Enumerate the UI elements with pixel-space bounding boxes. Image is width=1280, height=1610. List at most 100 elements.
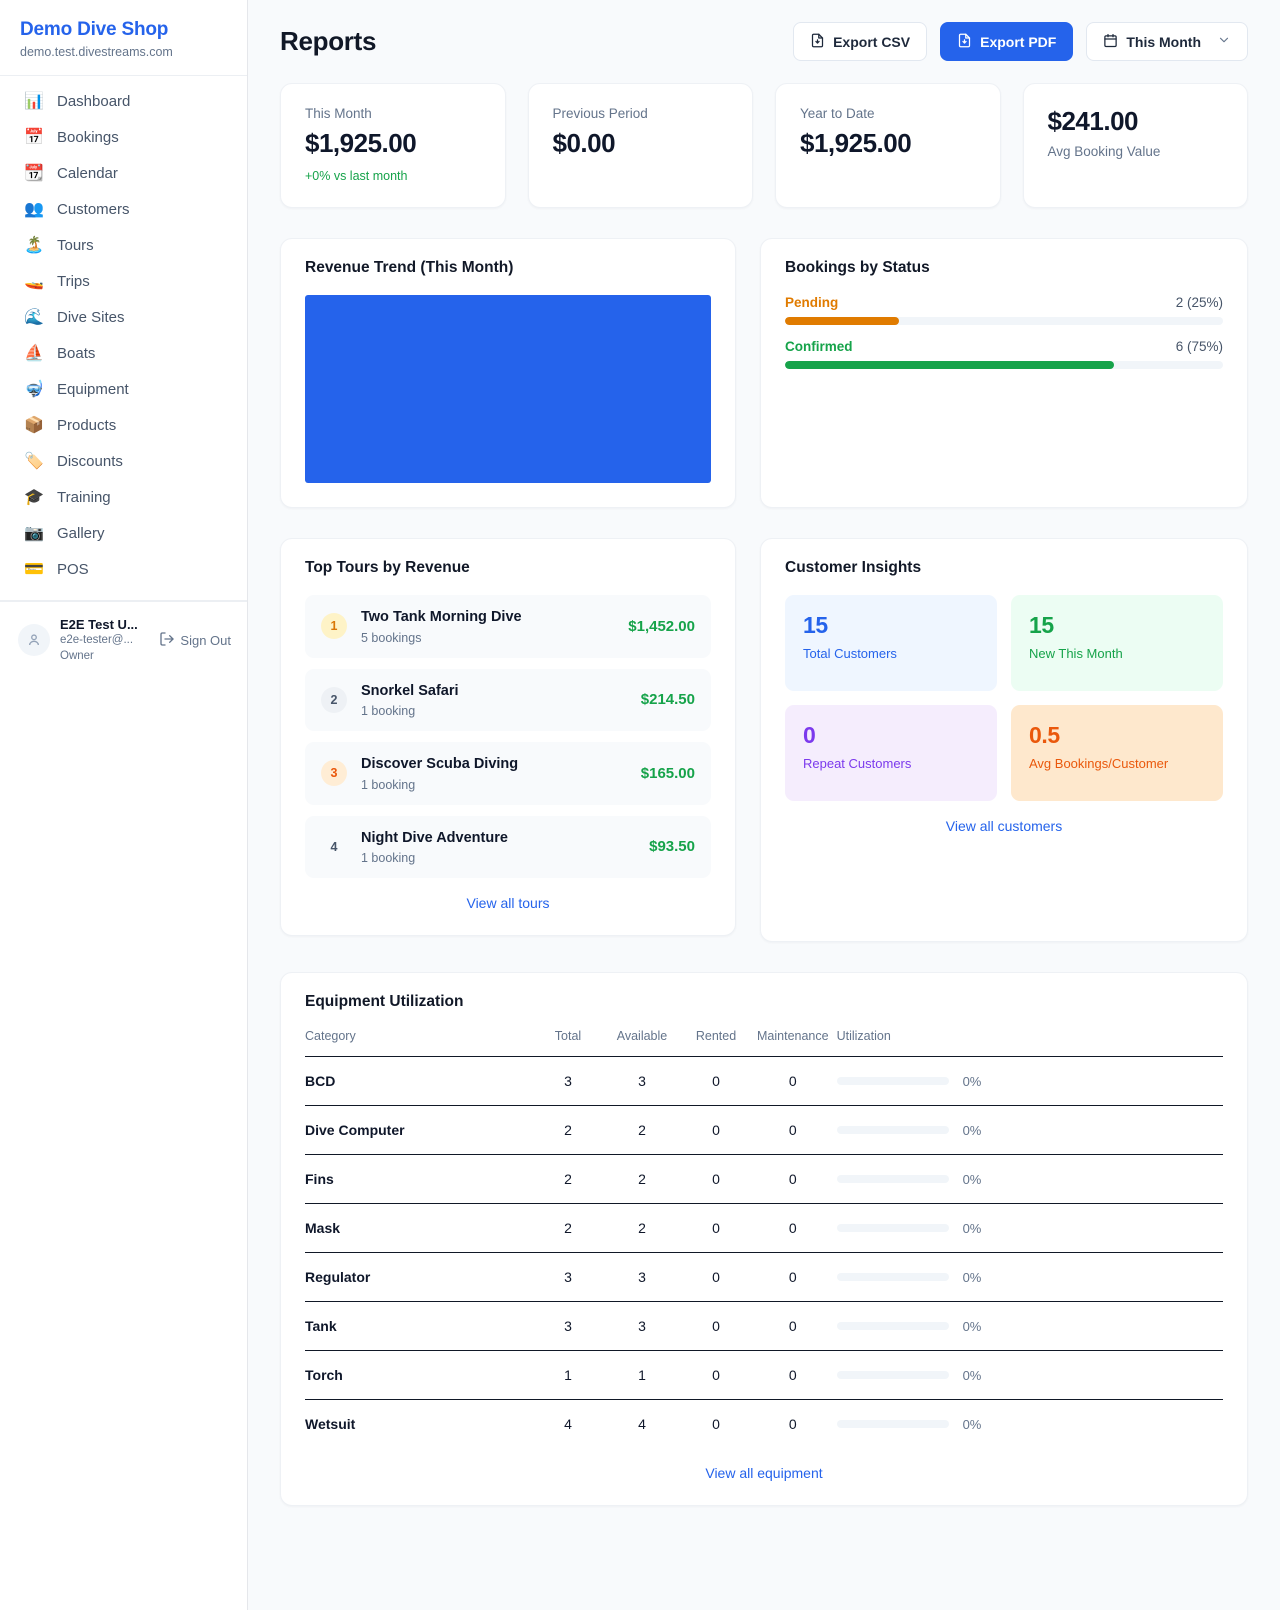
tour-amount: $214.50 <box>640 691 695 709</box>
sidebar-item-products[interactable]: 📦 Products <box>0 408 247 444</box>
table-row: Mask 2 2 0 0 0% <box>305 1203 1223 1253</box>
tour-row[interactable]: 1 Two Tank Morning Dive 5 bookings $1,452.0… <box>305 595 711 658</box>
utilization-track <box>836 1224 949 1232</box>
column-header: Utilization <box>836 1029 891 1043</box>
cell-utilization: 0% <box>836 1399 1223 1448</box>
sidebar-item-dive-sites[interactable]: 🌊 Dive Sites <box>0 300 247 336</box>
cell-category: Tank <box>305 1301 535 1351</box>
kpi-label: Avg Booking Value <box>1047 144 1161 159</box>
cell-category: Torch <box>305 1350 535 1400</box>
brand[interactable]: Demo Dive Shop demo.test.divestreams.com <box>0 0 247 76</box>
status-list: Pending 2 (25%) Confirmed 6 (75%) <box>785 295 1223 369</box>
table-row: Fins 2 2 0 0 0% <box>305 1154 1223 1204</box>
view-all-equipment-link[interactable]: View all equipment <box>705 1465 823 1481</box>
sidebar-item-label: Equipment <box>57 381 129 399</box>
table-row: Wetsuit 4 4 0 0 0% <box>305 1399 1223 1448</box>
sidebar-item-customers[interactable]: 👥 Customers <box>0 192 247 228</box>
status-row: Pending 2 (25%) <box>785 295 1223 325</box>
insight-value: 0 <box>803 722 816 748</box>
sidebar-item-label: Products <box>57 417 117 435</box>
equipment-utilization-card: Equipment Utilization Category Total Avail… <box>280 972 1248 1506</box>
sidebar-item-pos[interactable]: 💳 POS <box>0 552 247 588</box>
sidebar-item-calendar[interactable]: 📆 Calendar <box>0 156 247 192</box>
cell-available: 2 <box>609 1203 683 1253</box>
cell-total: 2 <box>535 1154 609 1204</box>
sidebar-item-discounts[interactable]: 🏷️ Discounts <box>0 444 247 480</box>
tour-row[interactable]: 4 Night Dive Adventure 1 booking $93.50 <box>305 815 711 879</box>
column-header: Rented <box>695 1029 737 1043</box>
cell-category: Regulator <box>305 1252 535 1302</box>
sidebar-item-gallery[interactable]: 📷 Gallery <box>0 516 247 552</box>
export-csv-button[interactable]: Export CSV <box>793 22 928 61</box>
insight-label: Avg Bookings/Customer <box>1029 756 1169 771</box>
cell-maintenance: 0 <box>757 1056 837 1106</box>
utilization-percent: 0% <box>962 1318 982 1334</box>
sign-out-icon <box>159 631 175 650</box>
cell-available: 1 <box>609 1350 683 1400</box>
utilization-track <box>836 1175 949 1183</box>
sidebar-nav: 📊 Dashboard 📅 Bookings 📆 Calendar 👥 Customers 🏝️… <box>0 76 247 594</box>
tour-bookings: 1 booking <box>361 704 416 719</box>
view-all-tours-link[interactable]: View all tours <box>466 895 550 912</box>
column-header: Category <box>305 1029 356 1043</box>
cell-available: 3 <box>609 1301 683 1351</box>
tour-row[interactable]: 2 Snorkel Safari 1 booking $214.50 <box>305 668 711 732</box>
user-meta: E2E Test U... e2e-tester@... Owner <box>60 616 149 665</box>
user-name: E2E Test U... <box>60 616 138 632</box>
tour-rank-badge: 3 <box>321 760 347 787</box>
cell-maintenance: 0 <box>757 1350 837 1400</box>
sidebar: Demo Dive Shop demo.test.divestreams.com… <box>0 0 248 1610</box>
sidebar-item-label: POS <box>57 561 89 579</box>
kpi-card: $241.00 Avg Booking Value <box>1022 83 1248 208</box>
view-all-customers-link[interactable]: View all customers <box>945 818 1063 834</box>
sidebar-item-label: Discounts <box>57 453 123 471</box>
sidebar-item-trips[interactable]: 🚤 Trips <box>0 264 247 300</box>
cell-category: Dive Computer <box>305 1105 535 1155</box>
cell-category: BCD <box>305 1056 535 1106</box>
sidebar-item-dashboard[interactable]: 📊 Dashboard <box>0 84 247 120</box>
sidebar-item-equipment[interactable]: 🤿 Equipment <box>0 372 247 408</box>
status-count: 6 (75%) <box>1175 339 1223 354</box>
kpi-value: $0.00 <box>552 128 616 158</box>
utilization-percent: 0% <box>962 1220 982 1236</box>
tour-name: Snorkel Safari <box>361 682 459 699</box>
cell-total: 1 <box>535 1350 609 1400</box>
cell-utilization: 0% <box>836 1105 1223 1155</box>
date-range-select[interactable]: This Month <box>1086 22 1248 61</box>
insight-label: Total Customers <box>803 646 897 661</box>
cell-rented: 0 <box>683 1203 757 1253</box>
insight-label: Repeat Customers <box>803 756 912 771</box>
revenue-trend-title: Revenue Trend (This Month) <box>305 259 514 276</box>
status-progress-track <box>785 361 1223 369</box>
kpi-card: Year to Date $1,925.00 <box>775 83 1001 208</box>
kpi-value: $241.00 <box>1047 106 1139 136</box>
tour-row[interactable]: 3 Discover Scuba Diving 1 booking $165.00 <box>305 742 711 805</box>
column-header: Total <box>554 1029 582 1043</box>
kpi-value: $1,925.00 <box>305 128 417 158</box>
sign-out-button[interactable]: Sign Out <box>159 631 233 650</box>
utilization-percent: 0% <box>962 1171 982 1187</box>
export-pdf-button[interactable]: Export PDF <box>940 22 1074 61</box>
table-row: Regulator 3 3 0 0 0% <box>305 1252 1223 1302</box>
table-header-row: Category Total Available Rented Maintenance U… <box>305 1029 1223 1057</box>
sidebar-item-tours[interactable]: 🏝️ Tours <box>0 228 247 264</box>
sidebar-item-training[interactable]: 🎓 Training <box>0 480 247 516</box>
cell-rented: 0 <box>683 1154 757 1204</box>
cell-maintenance: 0 <box>757 1203 837 1253</box>
sidebar-item-boats[interactable]: ⛵ Boats <box>0 336 247 372</box>
cell-total: 3 <box>535 1252 609 1302</box>
avatar <box>18 624 50 657</box>
cell-total: 2 <box>535 1105 609 1155</box>
utilization-track <box>836 1126 949 1134</box>
sidebar-item-bookings[interactable]: 📅 Bookings <box>0 120 247 156</box>
status-count: 2 (25%) <box>1175 295 1223 310</box>
island-icon: 🏝️ <box>24 236 44 254</box>
column-header: Available <box>616 1029 668 1043</box>
calendar-icon <box>1103 33 1118 51</box>
cell-maintenance: 0 <box>757 1301 837 1351</box>
camera-icon: 📷 <box>24 524 44 542</box>
tag-icon: 🏷️ <box>24 452 44 470</box>
column-header: Maintenance <box>757 1029 829 1043</box>
chevron-down-icon <box>1217 33 1231 50</box>
cell-available: 2 <box>609 1105 683 1155</box>
